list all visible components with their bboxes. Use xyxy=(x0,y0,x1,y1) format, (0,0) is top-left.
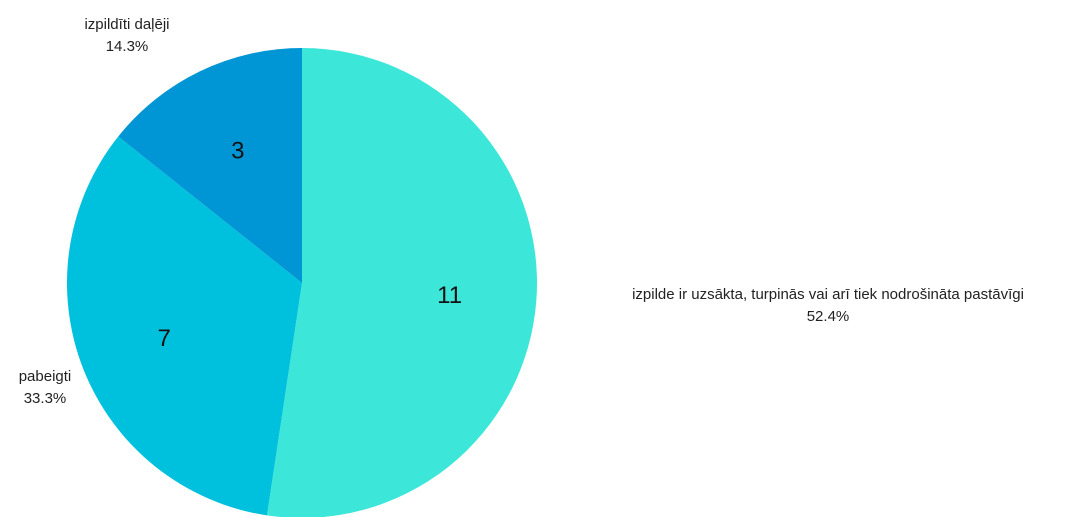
pie-slice[interactable] xyxy=(67,136,303,516)
slice-category-label: izpilde ir uzsākta, turpinās vai arī tie… xyxy=(632,286,1024,303)
slice-percent-label: 52.4% xyxy=(807,308,850,325)
slice-value-label: 3 xyxy=(231,138,244,165)
slice-percent-label: 14.3% xyxy=(106,38,149,55)
pie-slice[interactable] xyxy=(118,48,303,283)
slice-percent-label: 33.3% xyxy=(24,390,67,407)
slice-category-label: pabeigti xyxy=(19,368,72,385)
slice-value-label: 7 xyxy=(158,325,171,352)
labels-layer: 11 izpilde ir uzsākta, turpinās vai arī t… xyxy=(19,16,1024,407)
pie-slice[interactable] xyxy=(266,48,537,517)
slices-layer xyxy=(67,48,537,517)
slice-category-label: izpildīti daļēji xyxy=(84,16,169,33)
slice-value-label: 11 xyxy=(437,282,462,309)
